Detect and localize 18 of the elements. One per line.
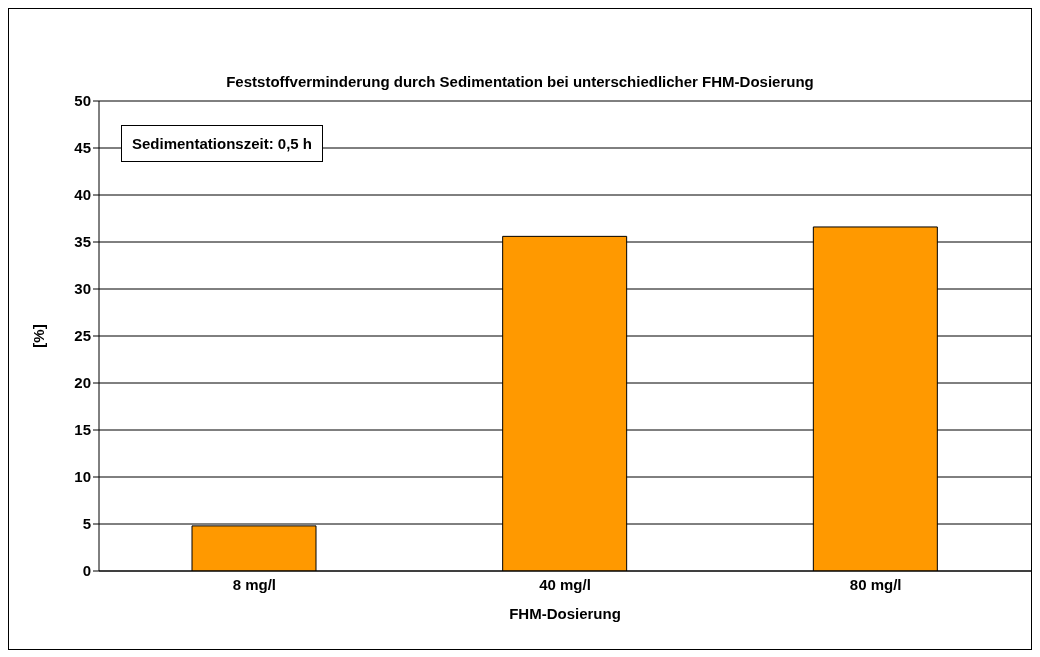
y-tick-label: 25	[74, 327, 91, 345]
x-tick-label: 80 mg/l	[849, 575, 902, 593]
y-axis-title: [%]	[30, 324, 48, 348]
chart-title: Feststoffverminderung durch Sedimentation bei unterschiedlicher FHM-Dosierung	[225, 73, 815, 90]
y-tick-label: 15	[74, 421, 91, 439]
y-tick-label: 30	[74, 280, 91, 298]
y-tick-label: 10	[74, 468, 91, 486]
annotation: Sedimentationszeit: 0,5 h	[121, 125, 324, 162]
y-tick-label: 50	[74, 92, 91, 110]
y-tick-label: 20	[74, 374, 91, 392]
x-tick-label: 40 mg/l	[539, 575, 591, 593]
x-axis-title: FHM-Dosierung	[509, 605, 621, 622]
y-tick-label: 40	[74, 186, 91, 204]
y-tick-label: 45	[74, 139, 91, 157]
y-tick-label: 0	[82, 562, 91, 580]
y-tick-label: 5	[82, 515, 91, 533]
y-tick-label: 35	[74, 233, 91, 251]
x-tick-label: 8 mg/l	[232, 575, 277, 593]
